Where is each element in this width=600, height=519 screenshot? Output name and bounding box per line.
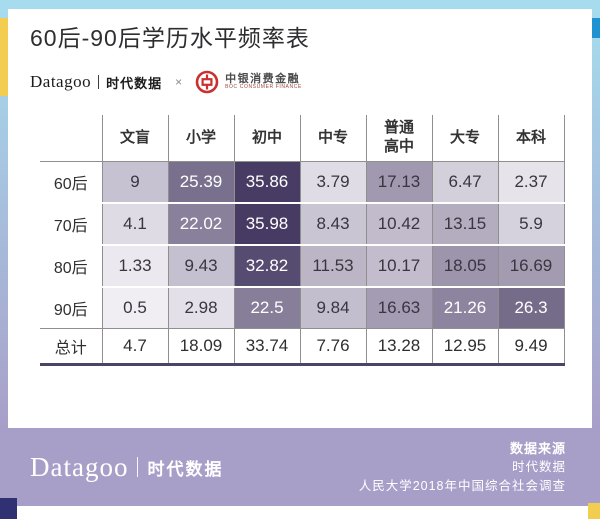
table-cell: 26.3: [498, 287, 565, 329]
footer-brand: Datagoo 时代数据: [30, 452, 223, 483]
row-label: 总计: [40, 328, 103, 366]
table-cell: 10.42: [366, 203, 433, 246]
table-cell: 11.53: [300, 245, 367, 288]
table-row: 80后 1.33 9.43 32.82 11.53 10.17 18.05 16.69: [40, 245, 565, 288]
brand-wordmark: Datagoo: [30, 72, 92, 91]
table-cell: 13.28: [366, 328, 433, 366]
footer-brand-wordmark: Datagoo: [30, 451, 129, 482]
table-cell: 22.5: [234, 287, 301, 329]
table-cell: 18.09: [168, 328, 235, 366]
table-cell: 7.76: [300, 328, 367, 366]
total-row: 总计 4.7 18.09 33.74 7.76 13.28 12.95 9.49: [40, 328, 565, 366]
row-label: 70后: [40, 203, 103, 246]
table-cell: 10.17: [366, 245, 433, 288]
footer-brand-cn-wordmark: 时代数据: [147, 459, 224, 479]
table-cell: 3.79: [300, 161, 367, 204]
brand-divider: [98, 75, 100, 89]
table-cell: 9.84: [300, 287, 367, 329]
table-row: 70后 4.1 22.02 35.98 8.43 10.42 13.15 5.9: [40, 203, 565, 246]
table-cell: 4.1: [102, 203, 169, 246]
table-cell: 2.98: [168, 287, 235, 329]
brand-row: Datagoo 时代数据 × 中银消费金融 BOC CONSUMER FINAN…: [30, 69, 592, 95]
row-label: 80后: [40, 245, 103, 288]
data-source-block: 数据来源 时代数据 人民大学2018年中国综合社会调查: [359, 439, 566, 496]
column-header: 大专: [432, 115, 499, 162]
frame-navy-block: [0, 498, 17, 519]
table-corner-cell: [40, 115, 103, 162]
row-label: 60后: [40, 161, 103, 204]
frequency-table: 文盲 小学 初中 中专 普通 高中 大专 本科 60后 9 25.39 35.86 3.79 17.13…: [40, 115, 565, 366]
table-cell: 32.82: [234, 245, 301, 288]
frame-yellow-accent-left: [0, 18, 8, 96]
partner-block: 中银消费金融 BOC CONSUMER FINANCE: [225, 73, 302, 91]
row-label: 90后: [40, 287, 103, 329]
table-cell: 9: [102, 161, 169, 204]
data-source-line1: 时代数据: [511, 460, 566, 474]
table-cell: 12.95: [432, 328, 499, 366]
main-card: 60后-90后学历水平频率表 Datagoo 时代数据 × 中银消费金融 BOC…: [8, 9, 592, 428]
column-header: 普通 高中: [366, 115, 433, 162]
table-cell: 16.69: [498, 245, 565, 288]
frame-left-strip: [0, 9, 8, 428]
table-cell: 35.98: [234, 203, 301, 246]
data-source-label: 数据来源: [509, 440, 566, 456]
table-cell: 33.74: [234, 328, 301, 366]
frame-right-strip: [592, 9, 600, 428]
table-cell: 9.43: [168, 245, 235, 288]
footer-brand-divider: [137, 457, 139, 477]
table-cell: 21.26: [432, 287, 499, 329]
frame-top-strip: [0, 0, 600, 9]
table-cell: 17.13: [366, 161, 433, 204]
column-header: 本科: [498, 115, 565, 162]
frame-blue-accent-right: [592, 18, 600, 38]
table-cell: 16.63: [366, 287, 433, 329]
data-source-line2: 人民大学2018年中国综合社会调查: [358, 478, 566, 493]
table-cell: 9.49: [498, 328, 565, 366]
table-cell: 5.9: [498, 203, 565, 246]
table-cell: 4.7: [102, 328, 169, 366]
table-cell: 0.5: [102, 287, 169, 329]
frequency-table-wrap: 文盲 小学 初中 中专 普通 高中 大专 本科 60后 9 25.39 35.86 3.79 17.13…: [40, 115, 592, 366]
table-cell: 22.02: [168, 203, 235, 246]
partner-name: 中银消费金融: [225, 72, 301, 85]
table-header: 文盲 小学 初中 中专 普通 高中 大专 本科: [40, 115, 565, 162]
column-header: 中专: [300, 115, 367, 162]
brand-cn-wordmark: 时代数据: [106, 75, 163, 91]
frame-yellow-block: [588, 503, 600, 519]
table-body: 60后 9 25.39 35.86 3.79 17.13 6.47 2.37 70后 4.1 22.…: [40, 161, 565, 366]
partner-subtitle: BOC CONSUMER FINANCE: [225, 84, 302, 91]
table-row: 90后 0.5 2.98 22.5 9.84 16.63 21.26 26.3: [40, 287, 565, 329]
table-cell: 25.39: [168, 161, 235, 204]
boc-coin-logo-icon: [195, 70, 219, 94]
table-cell: 18.05: [432, 245, 499, 288]
table-cell: 13.15: [432, 203, 499, 246]
page-title: 60后-90后学历水平频率表: [30, 25, 310, 51]
table-cell: 1.33: [102, 245, 169, 288]
column-header: 文盲: [102, 115, 169, 162]
table-cell: 35.86: [234, 161, 301, 204]
table-row: 60后 9 25.39 35.86 3.79 17.13 6.47 2.37: [40, 161, 565, 204]
collab-times-symbol: ×: [175, 75, 183, 89]
column-header: 初中: [234, 115, 301, 162]
table-cell: 2.37: [498, 161, 565, 204]
column-header: 小学: [168, 115, 235, 162]
table-cell: 6.47: [432, 161, 499, 204]
footer-band: Datagoo 时代数据 数据来源 时代数据 人民大学2018年中国综合社会调查: [0, 428, 600, 506]
table-cell: 8.43: [300, 203, 367, 246]
frame-bottom-strip: [0, 506, 600, 519]
